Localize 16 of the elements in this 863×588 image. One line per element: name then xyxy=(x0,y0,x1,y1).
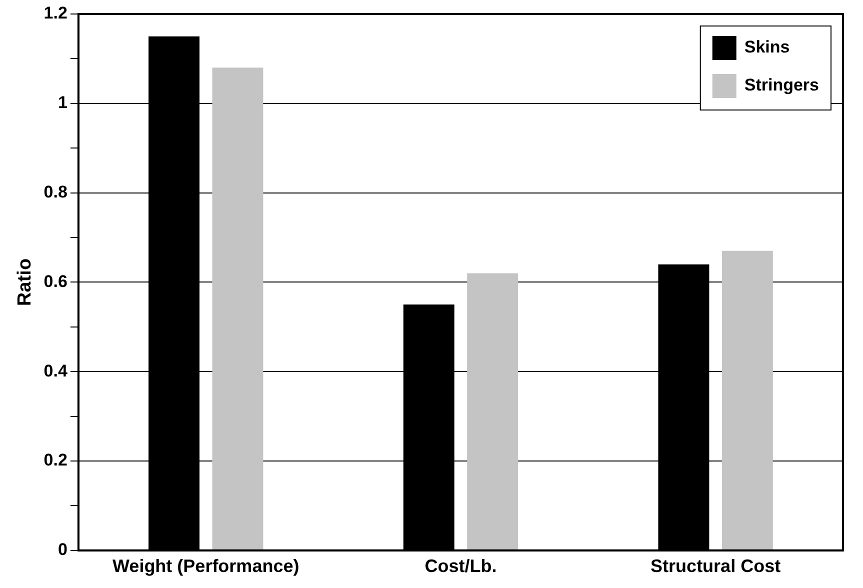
x-tick-label: Structural Cost xyxy=(650,556,781,576)
y-tick-label: 0.8 xyxy=(44,182,68,202)
bar xyxy=(722,250,773,550)
y-tick-label: 0.4 xyxy=(44,361,68,380)
x-tick-label: Cost/Lb. xyxy=(424,556,497,576)
y-tick-label: 0.2 xyxy=(44,450,68,470)
y-tick-label: 1.2 xyxy=(44,4,68,23)
x-tick-label: Weight (Performance) xyxy=(112,556,300,576)
bar xyxy=(212,68,264,550)
legend-label: Skins xyxy=(744,38,790,57)
y-tick-label: 1 xyxy=(58,93,68,112)
y-tick-label: 0.6 xyxy=(44,272,68,291)
legend-label: Stringers xyxy=(744,76,820,95)
bar xyxy=(467,273,518,550)
y-axis-title: Ratio xyxy=(14,258,36,306)
y-tick-label: 0 xyxy=(58,540,68,560)
